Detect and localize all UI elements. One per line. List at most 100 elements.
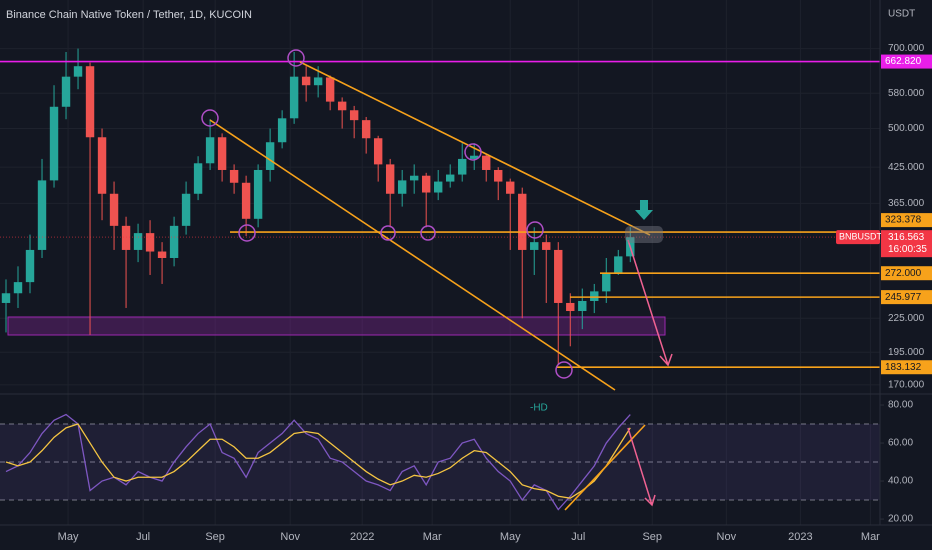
candle-body <box>578 300 587 312</box>
y-tick-label: 365.000 <box>888 198 925 209</box>
candle-body <box>61 76 71 107</box>
pivot-circle <box>464 143 482 161</box>
level-label: 662.820 <box>885 56 922 67</box>
candle-body <box>494 169 503 182</box>
y-tick-label: 20.00 <box>888 514 913 525</box>
candle-body <box>614 256 623 274</box>
candle-body <box>421 175 431 193</box>
currency: USDT <box>888 9 915 20</box>
x-tick-label: Jul <box>136 531 150 543</box>
candle-body <box>109 193 119 226</box>
pivot-circle <box>380 225 396 241</box>
candle-body <box>590 291 599 301</box>
level-label: 183.132 <box>885 362 922 373</box>
annotation: -HD <box>530 403 548 414</box>
axis-labels: 170.000 195.000 225.000 365.000 425.000 500.0… <box>58 43 932 543</box>
candle-body <box>482 155 491 170</box>
level-label: 272.000 <box>885 268 922 279</box>
candle-body <box>85 66 95 138</box>
candle-body <box>217 137 227 170</box>
candle-body <box>229 169 239 183</box>
rsi-line <box>5 423 631 499</box>
candle-body <box>385 164 395 194</box>
candle-body <box>337 101 347 111</box>
candle-body <box>277 118 287 143</box>
highlight <box>625 226 663 243</box>
candle-body <box>470 155 479 159</box>
pivot-circle <box>238 224 256 242</box>
x-tick-label: Nov <box>280 531 300 543</box>
candle-body <box>145 233 155 252</box>
y-tick-label: 60.00 <box>888 438 913 449</box>
candle-body <box>97 137 107 194</box>
symbol-label: BNBUSDT <box>839 232 883 242</box>
price-label: 316.563 <box>888 232 925 243</box>
candle-body <box>13 282 23 294</box>
pivot-circle <box>420 225 436 241</box>
candle-body <box>433 181 443 193</box>
level-label: 323.378 <box>885 215 922 226</box>
candle-body <box>37 180 47 250</box>
candle-body <box>241 182 251 219</box>
pivot-circle <box>555 361 573 379</box>
candle-body <box>566 302 575 312</box>
x-tick-label: Sep <box>205 531 225 543</box>
x-tick-label: Sep <box>642 531 662 543</box>
y-tick-label: 225.000 <box>888 313 925 324</box>
pivot-circle <box>287 49 305 67</box>
candle-body <box>193 163 203 194</box>
y-tick-label: 170.000 <box>888 380 925 391</box>
trend-line <box>209 119 616 391</box>
candle-body <box>265 142 275 170</box>
candle-body <box>458 158 467 175</box>
pivot-circle <box>526 221 544 239</box>
y-tick-label: 80.00 <box>888 400 913 411</box>
x-tick-label: 2022 <box>350 531 374 543</box>
x-tick-label: 2023 <box>788 531 812 543</box>
candle-body <box>25 249 35 283</box>
pivot-circle <box>201 109 219 127</box>
candle-body <box>181 193 191 226</box>
candle-body <box>518 193 527 250</box>
candle-body <box>289 76 299 119</box>
arrow <box>627 239 673 367</box>
level-label: 245.977 <box>885 292 922 303</box>
x-tick-label: May <box>58 531 79 543</box>
candle-body <box>121 225 131 250</box>
candle-body <box>530 242 539 250</box>
candle-body <box>205 137 215 164</box>
candle-body <box>169 225 179 258</box>
level-label-box <box>881 290 932 305</box>
chart-title: Binance Chain Native Token / Tether, 1D,… <box>6 9 252 21</box>
candle-body <box>361 120 371 139</box>
candle-body <box>253 169 263 219</box>
y-tick-label: 700.000 <box>888 43 925 54</box>
price-box <box>881 230 932 258</box>
countdown-label: 16:00:35 <box>888 244 927 255</box>
candle-body <box>506 181 515 194</box>
y-tick-label: 40.00 <box>888 476 913 487</box>
candle-body <box>397 180 407 194</box>
drawings <box>201 49 673 511</box>
rsi-line <box>5 413 631 511</box>
candle-body <box>301 76 311 86</box>
x-tick-label: May <box>500 531 521 543</box>
y-tick-label: 500.000 <box>888 123 925 134</box>
trend-line <box>299 61 651 236</box>
support-zone <box>7 316 666 336</box>
candle-body <box>133 233 143 250</box>
level-label-box <box>881 213 932 228</box>
x-tick-label: Mar <box>861 531 880 543</box>
candle-body <box>373 138 383 165</box>
candle-body <box>313 77 323 86</box>
level-label-box <box>881 360 932 375</box>
y-tick-label: 580.000 <box>888 88 925 99</box>
candle-body <box>349 110 359 121</box>
level-label-box <box>881 266 932 281</box>
marks <box>0 48 880 511</box>
symbol-box <box>836 230 880 245</box>
y-tick-label: 425.000 <box>888 162 925 173</box>
x-tick-label: Nov <box>717 531 737 543</box>
